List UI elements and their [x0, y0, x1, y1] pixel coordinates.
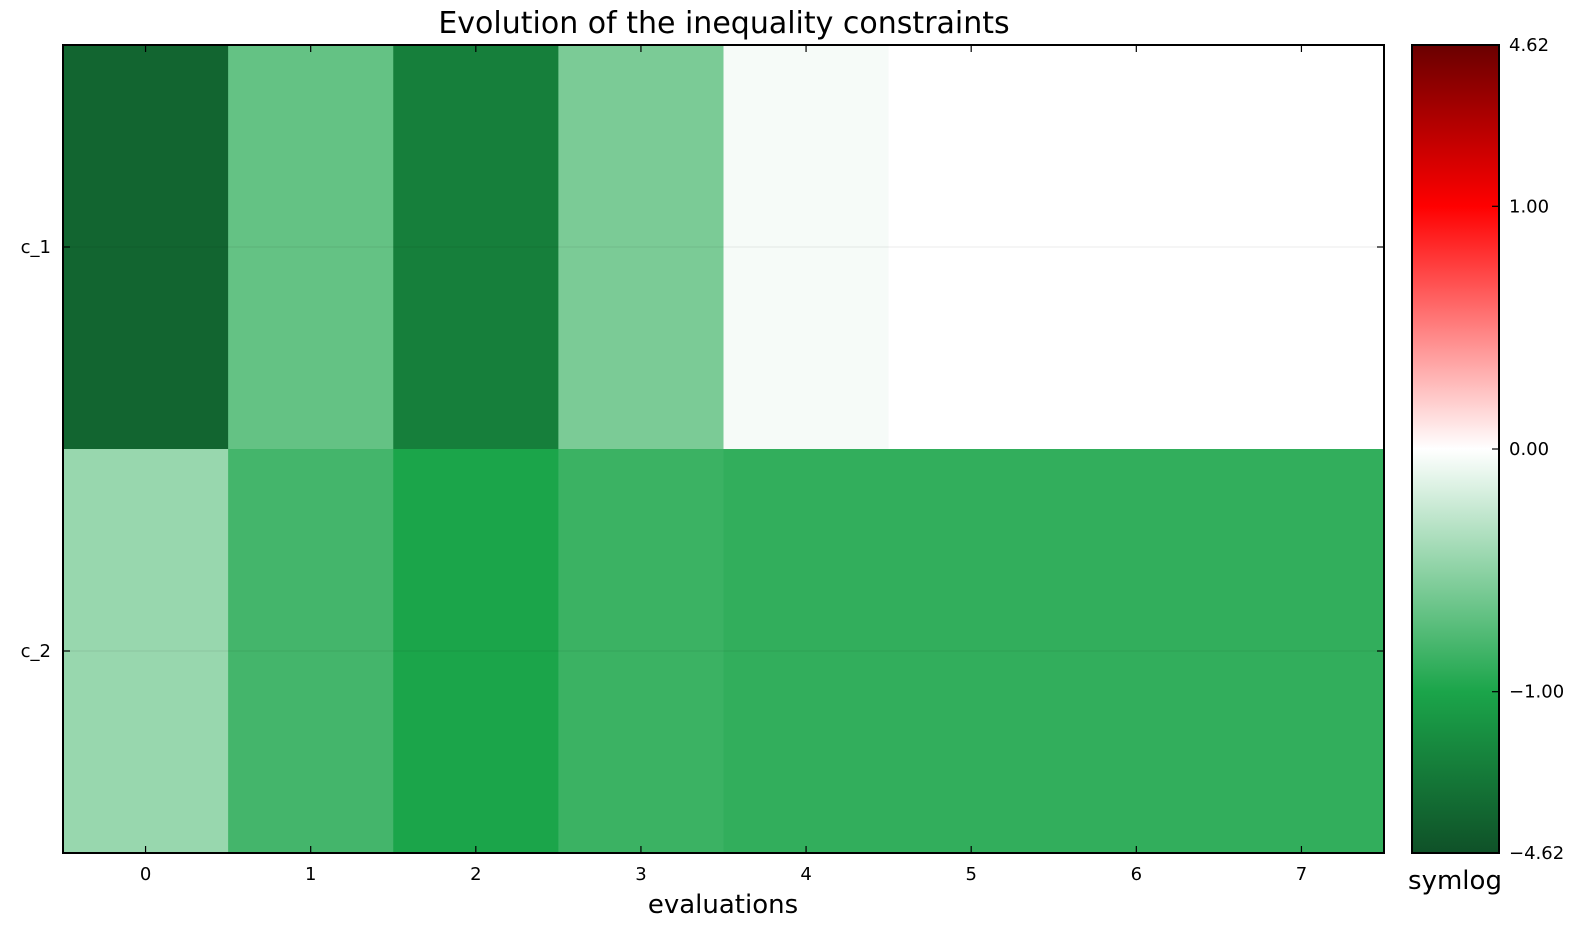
- x-tick-label: 2: [470, 864, 481, 885]
- heatmap-cell: [393, 449, 559, 854]
- y-tick-label: c_2: [21, 641, 51, 662]
- heatmap-cell: [63, 449, 229, 854]
- heatmap-cell: [1218, 45, 1385, 450]
- heatmap-cell: [393, 45, 559, 450]
- x-axis-label: evaluations: [648, 890, 798, 920]
- heatmap-cell: [888, 45, 1055, 450]
- x-tick-label: 6: [1131, 864, 1142, 885]
- heatmap-cell: [228, 45, 394, 450]
- x-tick-label: 3: [635, 864, 646, 885]
- colorbar-tick-label: 1.00: [1509, 196, 1549, 217]
- grid-lines: [63, 246, 1384, 652]
- x-tick-label: 5: [965, 864, 976, 885]
- heatmap-cells: [63, 45, 1385, 854]
- x-tick-label: 4: [800, 864, 811, 885]
- heatmap-cell: [1218, 449, 1385, 854]
- heatmap-cell: [558, 449, 725, 854]
- colorbar-label: symlog: [1408, 866, 1502, 896]
- colorbar-tick-label: −4.62: [1509, 843, 1564, 864]
- y-axis-ticks: c_1 c_2: [21, 237, 1384, 662]
- heatmap-cell: [1053, 45, 1220, 450]
- heatmap-cell: [63, 45, 229, 450]
- x-axis-ticks: 0 1 2 3 4 5 6 7: [140, 45, 1307, 885]
- y-tick-label: c_1: [21, 237, 51, 258]
- heatmap-cell: [1053, 449, 1220, 854]
- colorbar: [1411, 44, 1500, 854]
- colorbar-tick-label: −1.00: [1509, 682, 1564, 703]
- plot-frame: [62, 44, 1385, 854]
- x-tick-label: 7: [1296, 864, 1307, 885]
- chart-title: Evolution of the inequality constraints: [438, 6, 1009, 41]
- heatmap-cell: [228, 449, 394, 854]
- colorbar-tick-label: 4.62: [1509, 35, 1549, 56]
- colorbar-tick-label: 0.00: [1509, 439, 1549, 460]
- colorbar-ticks: 4.62 1.00 0.00 −1.00 −4.62: [1492, 35, 1564, 864]
- heatmap-cell: [558, 45, 725, 450]
- x-tick-label: 0: [140, 864, 151, 885]
- heatmap-cell: [723, 45, 890, 450]
- heatmap-cell: [723, 449, 890, 854]
- x-tick-label: 1: [305, 864, 316, 885]
- heatmap-cell: [888, 449, 1055, 854]
